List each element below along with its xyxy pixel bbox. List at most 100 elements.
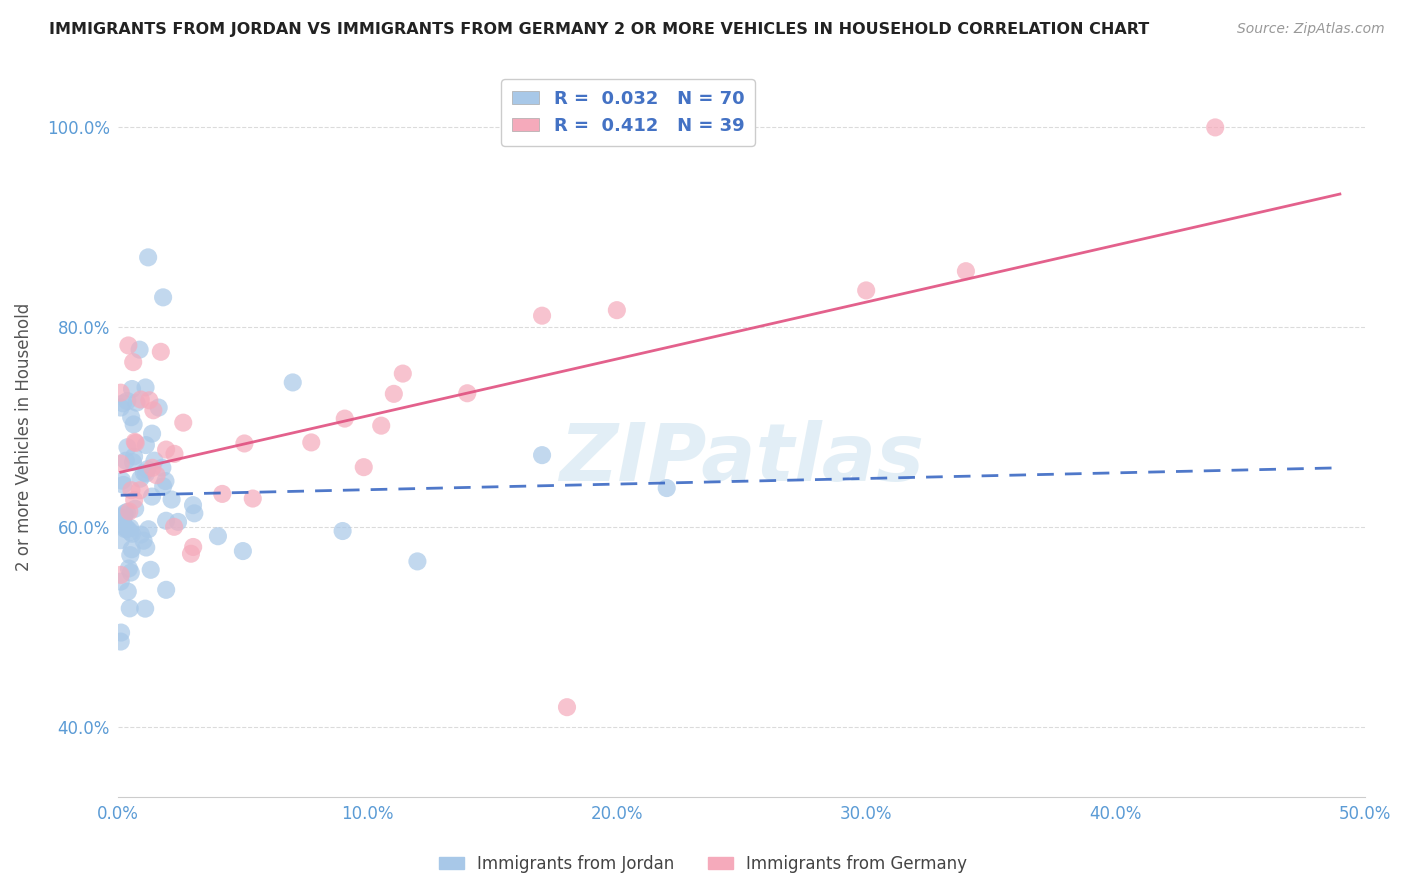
Point: [110, 533, 132, 548]
Point: [124, 434, 146, 449]
Point: [181, 540, 204, 554]
Point: [155, 442, 177, 457]
Point: [148, 401, 170, 415]
Point: [180, 547, 202, 561]
Point: [138, 393, 160, 408]
Point: [233, 436, 256, 450]
Point: [110, 510, 132, 524]
Point: [114, 522, 136, 536]
Point: [122, 355, 145, 369]
Point: [155, 514, 177, 528]
Point: [110, 385, 132, 400]
Text: ZIPatlas: ZIPatlas: [560, 420, 924, 498]
Point: [124, 501, 146, 516]
Point: [655, 481, 678, 495]
Point: [122, 455, 145, 469]
Point: [125, 395, 148, 409]
Point: [128, 343, 150, 357]
Point: [110, 401, 132, 415]
Point: [163, 447, 186, 461]
Point: [136, 251, 159, 265]
Point: [124, 436, 146, 450]
Point: [353, 460, 375, 475]
Point: [138, 522, 160, 536]
Legend: Immigrants from Jordan, Immigrants from Germany: Immigrants from Jordan, Immigrants from …: [432, 848, 974, 880]
Point: [118, 561, 141, 575]
Point: [141, 426, 163, 441]
Point: [149, 344, 172, 359]
Point: [114, 453, 136, 467]
Point: [207, 529, 229, 543]
Point: [120, 410, 142, 425]
Point: [129, 527, 152, 541]
Point: [141, 460, 163, 475]
Point: [142, 403, 165, 417]
Point: [112, 478, 135, 492]
Point: [111, 515, 134, 529]
Point: [118, 504, 141, 518]
Point: [121, 542, 143, 557]
Point: [145, 468, 167, 483]
Point: [172, 416, 194, 430]
Point: [117, 394, 139, 409]
Point: [122, 450, 145, 464]
Point: [136, 462, 159, 476]
Point: [121, 483, 143, 498]
Point: [135, 438, 157, 452]
Point: [111, 474, 134, 488]
Point: [160, 492, 183, 507]
Point: [143, 453, 166, 467]
Point: [382, 387, 405, 401]
Point: [955, 264, 977, 278]
Point: [606, 303, 628, 318]
Point: [141, 490, 163, 504]
Point: [299, 435, 322, 450]
Point: [332, 524, 354, 538]
Point: [120, 548, 142, 562]
Point: [391, 367, 413, 381]
Point: [135, 380, 157, 394]
Point: [120, 566, 142, 580]
Point: [132, 466, 155, 480]
Point: [135, 541, 157, 555]
Point: [1204, 120, 1226, 135]
Point: [110, 574, 132, 589]
Point: [121, 526, 143, 541]
Point: [117, 522, 139, 536]
Point: [121, 382, 143, 396]
Point: [110, 567, 132, 582]
Point: [120, 524, 142, 539]
Text: IMMIGRANTS FROM JORDAN VS IMMIGRANTS FROM GERMANY 2 OR MORE VEHICLES IN HOUSEHOL: IMMIGRANTS FROM JORDAN VS IMMIGRANTS FRO…: [49, 22, 1150, 37]
Point: [555, 700, 578, 714]
Point: [232, 544, 254, 558]
Point: [333, 411, 356, 425]
Point: [531, 309, 554, 323]
Point: [855, 284, 877, 298]
Point: [122, 493, 145, 508]
Point: [129, 472, 152, 486]
Point: [117, 584, 139, 599]
Point: [122, 417, 145, 432]
Point: [155, 474, 177, 488]
Y-axis label: 2 or more Vehicles in Household: 2 or more Vehicles in Household: [15, 303, 32, 572]
Point: [181, 498, 204, 512]
Point: [117, 338, 139, 352]
Point: [531, 448, 554, 462]
Legend: R =  0.032   N = 70, R =  0.412   N = 39: R = 0.032 N = 70, R = 0.412 N = 39: [501, 79, 755, 146]
Point: [118, 601, 141, 615]
Point: [115, 505, 138, 519]
Point: [152, 479, 174, 493]
Point: [129, 392, 152, 407]
Point: [183, 506, 205, 520]
Point: [152, 290, 174, 304]
Point: [242, 491, 264, 506]
Point: [150, 460, 173, 475]
Point: [120, 521, 142, 535]
Point: [114, 508, 136, 522]
Point: [111, 396, 134, 410]
Point: [456, 386, 478, 401]
Point: [155, 582, 177, 597]
Point: [115, 521, 138, 535]
Point: [128, 483, 150, 498]
Point: [114, 507, 136, 521]
